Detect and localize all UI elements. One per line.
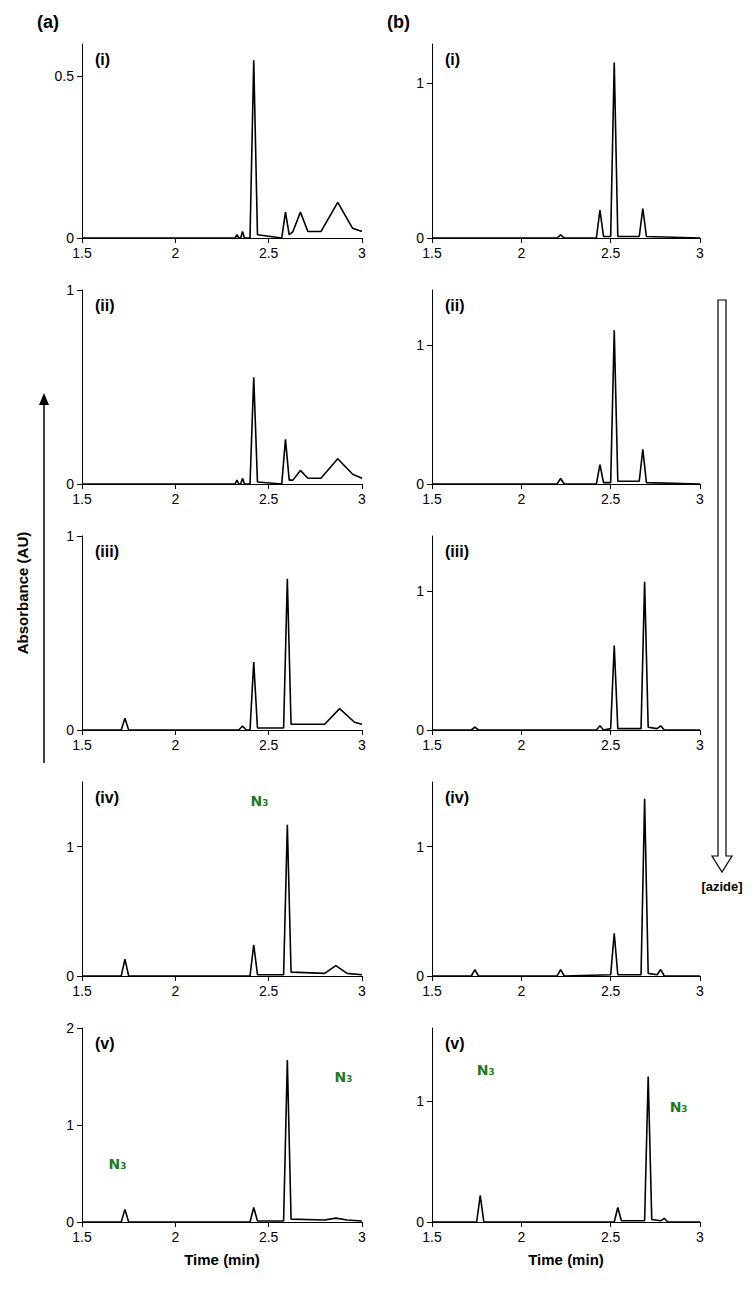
svg-text:(v): (v) xyxy=(95,1035,115,1052)
svg-text:(iv): (iv) xyxy=(445,789,469,806)
svg-text:0: 0 xyxy=(416,722,424,738)
svg-text:2.5: 2.5 xyxy=(259,491,279,507)
svg-text:0: 0 xyxy=(66,968,74,984)
svg-text:2.5: 2.5 xyxy=(259,983,279,999)
svg-text:1.5: 1.5 xyxy=(72,983,92,999)
svg-text:Time (min): Time (min) xyxy=(184,1251,260,1268)
svg-text:3: 3 xyxy=(696,983,704,999)
svg-text:N₃: N₃ xyxy=(477,1062,495,1078)
svg-text:N₃: N₃ xyxy=(334,1069,352,1085)
svg-text:Absorbance (AU): Absorbance (AU) xyxy=(14,532,31,655)
svg-text:1.5: 1.5 xyxy=(422,1229,442,1245)
svg-text:3: 3 xyxy=(696,737,704,753)
svg-text:(a): (a) xyxy=(37,12,59,32)
svg-text:0.5: 0.5 xyxy=(55,68,75,84)
svg-text:2: 2 xyxy=(517,1229,525,1245)
svg-text:1.5: 1.5 xyxy=(422,737,442,753)
svg-text:2: 2 xyxy=(66,1020,74,1036)
svg-text:2: 2 xyxy=(171,491,179,507)
svg-text:(v): (v) xyxy=(445,1035,465,1052)
svg-text:(ii): (ii) xyxy=(445,297,465,314)
svg-text:1: 1 xyxy=(66,839,74,855)
svg-text:2: 2 xyxy=(517,983,525,999)
svg-text:3: 3 xyxy=(696,245,704,261)
svg-text:(iii): (iii) xyxy=(445,543,469,560)
svg-text:0: 0 xyxy=(66,476,74,492)
svg-text:2.5: 2.5 xyxy=(259,737,279,753)
svg-text:2: 2 xyxy=(171,983,179,999)
svg-text:N₃: N₃ xyxy=(250,793,268,809)
svg-text:1.5: 1.5 xyxy=(72,491,92,507)
svg-text:0: 0 xyxy=(66,230,74,246)
svg-text:3: 3 xyxy=(358,491,366,507)
svg-text:3: 3 xyxy=(358,737,366,753)
svg-text:1: 1 xyxy=(416,839,424,855)
svg-text:2.5: 2.5 xyxy=(601,245,621,261)
svg-text:1: 1 xyxy=(66,1117,74,1133)
svg-text:2: 2 xyxy=(517,737,525,753)
svg-text:1.5: 1.5 xyxy=(72,245,92,261)
svg-text:1.5: 1.5 xyxy=(422,245,442,261)
svg-text:2: 2 xyxy=(171,737,179,753)
svg-text:(ii): (ii) xyxy=(95,297,115,314)
svg-text:Time (min): Time (min) xyxy=(528,1251,604,1268)
svg-text:1: 1 xyxy=(416,1093,424,1109)
svg-text:1.5: 1.5 xyxy=(422,491,442,507)
svg-text:0: 0 xyxy=(416,968,424,984)
svg-text:3: 3 xyxy=(696,491,704,507)
svg-text:0: 0 xyxy=(66,1214,74,1230)
svg-text:1.5: 1.5 xyxy=(72,1229,92,1245)
svg-text:0: 0 xyxy=(416,476,424,492)
svg-text:1.5: 1.5 xyxy=(422,983,442,999)
svg-text:3: 3 xyxy=(696,1229,704,1245)
svg-text:0: 0 xyxy=(66,722,74,738)
svg-text:2.5: 2.5 xyxy=(601,983,621,999)
svg-text:3: 3 xyxy=(358,983,366,999)
svg-text:1: 1 xyxy=(66,528,74,544)
svg-text:2.5: 2.5 xyxy=(259,1229,279,1245)
svg-text:0: 0 xyxy=(416,230,424,246)
svg-text:(iii): (iii) xyxy=(95,543,119,560)
svg-text:2.5: 2.5 xyxy=(601,1229,621,1245)
svg-text:2.5: 2.5 xyxy=(601,737,621,753)
svg-text:2: 2 xyxy=(517,245,525,261)
svg-text:2: 2 xyxy=(517,491,525,507)
svg-text:(b): (b) xyxy=(387,12,410,32)
svg-text:(iv): (iv) xyxy=(95,789,119,806)
svg-text:[azide]: [azide] xyxy=(701,879,742,894)
svg-text:2: 2 xyxy=(171,245,179,261)
svg-text:(i): (i) xyxy=(95,51,110,68)
svg-text:1.5: 1.5 xyxy=(72,737,92,753)
svg-text:1: 1 xyxy=(416,75,424,91)
svg-text:N₃: N₃ xyxy=(670,1099,688,1115)
svg-text:1: 1 xyxy=(416,583,424,599)
svg-text:N₃: N₃ xyxy=(109,1156,127,1172)
svg-text:2: 2 xyxy=(171,1229,179,1245)
svg-text:0: 0 xyxy=(416,1214,424,1230)
svg-text:2.5: 2.5 xyxy=(259,245,279,261)
svg-text:1: 1 xyxy=(66,282,74,298)
svg-text:1: 1 xyxy=(416,337,424,353)
svg-text:2.5: 2.5 xyxy=(601,491,621,507)
svg-text:3: 3 xyxy=(358,1229,366,1245)
svg-text:(i): (i) xyxy=(445,51,460,68)
svg-text:3: 3 xyxy=(358,245,366,261)
